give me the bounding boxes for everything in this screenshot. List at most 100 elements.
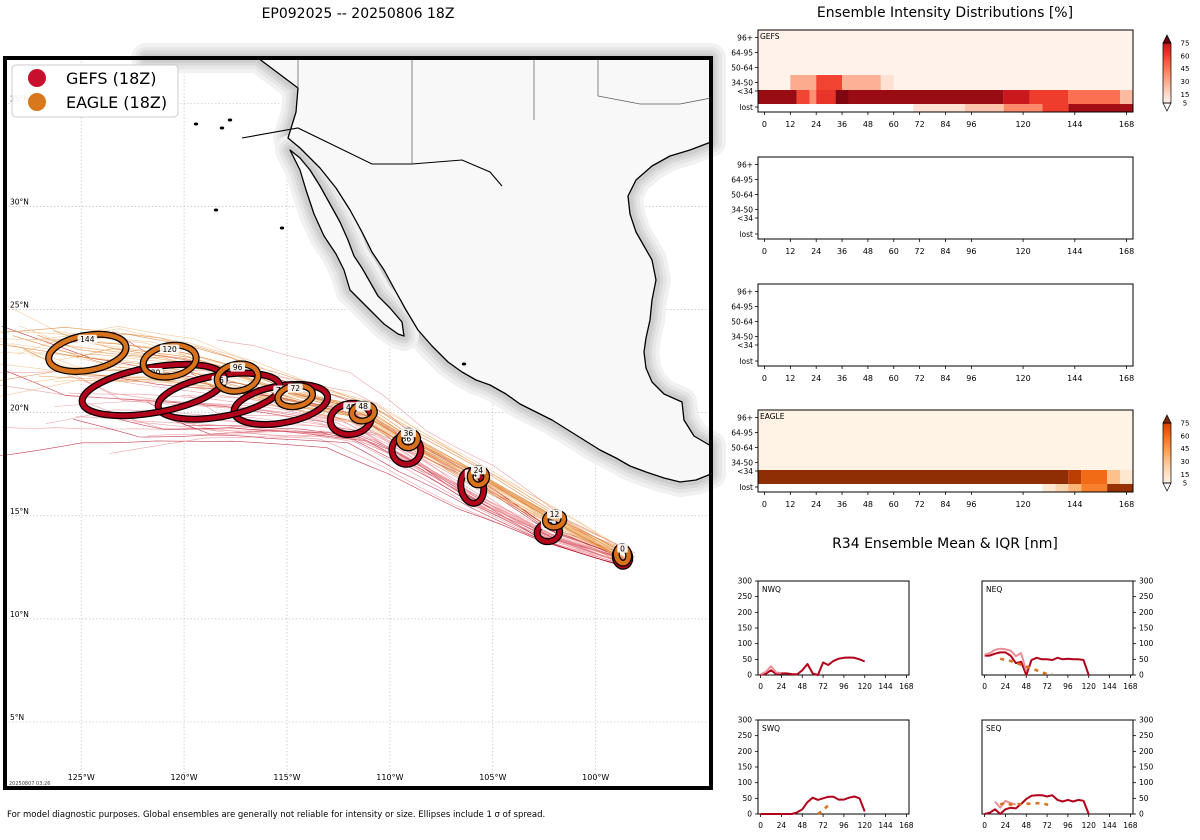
colorbar-segment — [1163, 465, 1171, 469]
colorbar-segment — [1163, 440, 1171, 444]
colorbar-segment — [1163, 48, 1171, 51]
heatmap-cell — [1068, 470, 1082, 484]
r34-quadrant: 0 24 48 72 96 120 144 168 0 50 100 150 200 250 300 NWQ — [738, 577, 914, 692]
r34-xtick-label: 24 — [1001, 682, 1011, 691]
colorbar-tick-label: 30 — [1181, 458, 1190, 466]
baja-california — [289, 149, 405, 337]
colorbar-tick-label: 15 — [1181, 91, 1190, 99]
r34-ytick-label: 300 — [1139, 716, 1154, 725]
r34-panel-title: R34 Ensemble Mean & IQR [nm] — [832, 536, 1058, 552]
r34-ytick-label: 200 — [1139, 747, 1154, 756]
gefs-hour-label: 36 — [402, 434, 412, 443]
heatmap-xtick-label: 84 — [940, 500, 950, 509]
colorbar-tick-label: 5 — [1183, 100, 1187, 108]
colorbar-segment — [1163, 428, 1171, 431]
r34-ytick-label: 50 — [742, 794, 752, 803]
heatmap-xtick-label: 84 — [940, 120, 950, 129]
colorbar-segment — [1163, 55, 1171, 59]
r34-quadrant-label: NEQ — [986, 585, 1002, 594]
island — [227, 118, 233, 122]
heatmap-xtick-label: 48 — [863, 500, 873, 509]
heatmap-xtick-label: 36 — [837, 120, 847, 129]
heatmap-xtick-label: 12 — [785, 374, 795, 383]
colorbar-segment — [1163, 430, 1171, 434]
colorbar-segment — [1163, 78, 1171, 81]
member-track — [30, 354, 620, 558]
heatmap-xtick-label: 144 — [1067, 374, 1082, 383]
heatmap-xtick-label: 60 — [889, 247, 899, 256]
intensity-panel-title: Ensemble Intensity Distributions [%] — [817, 5, 1073, 21]
r34-xtick-label: 0 — [758, 821, 763, 830]
eagle-hour-label-bg — [547, 509, 563, 519]
legend-label: GEFS (18Z) — [66, 69, 156, 88]
colorbar-min-arrow — [1162, 102, 1172, 112]
map-frame — [3, 56, 713, 790]
eagle-hour-label-bg — [159, 344, 180, 354]
r34-quadrant-label: SWQ — [762, 724, 780, 733]
map-land — [131, 43, 726, 497]
heatmap-xtick-label: 0 — [762, 120, 767, 129]
eagle-hour-label: 36 — [404, 429, 414, 438]
r34-xtick-label: 144 — [878, 821, 893, 830]
heatmap-cell — [1107, 484, 1133, 492]
r34-series-line — [760, 665, 782, 676]
r34-series-line — [817, 804, 830, 816]
state-lines — [297, 58, 712, 164]
colorbar-segment — [1163, 425, 1171, 429]
r34-xtick-label: 24 — [1001, 821, 1011, 830]
map-lat-tick-label: 25°N — [10, 301, 29, 310]
r34-ytick-label: 100 — [1139, 639, 1154, 648]
r34-frame — [981, 580, 1134, 676]
colorbar-segment — [1163, 70, 1171, 74]
intensity-panel: 96+ 64-95 50-64 34-50<34 lost 0 12 24 36 48 60 72 84… — [731, 283, 1134, 383]
colorbar-segment — [1163, 460, 1171, 464]
heatmap-xtick-label: 144 — [1067, 120, 1082, 129]
r34-ytick-label: 300 — [1139, 577, 1154, 586]
r34-ytick-label: 100 — [1139, 778, 1154, 787]
colorbar-segment — [1163, 53, 1171, 56]
heatmap-ytick-label: 64-95 — [731, 49, 753, 58]
member-track — [54, 380, 629, 559]
colorbar-segment — [1163, 438, 1171, 441]
colorbar-segment — [1163, 63, 1171, 66]
heatmap-xtick-label: 12 — [785, 500, 795, 509]
heatmap-cell — [1042, 104, 1069, 112]
colorbar-frame — [1162, 422, 1172, 484]
colorbar-segment — [1163, 45, 1171, 49]
colorbar-tick-label: 75 — [1181, 40, 1190, 48]
r34-xtick-label: 168 — [899, 682, 914, 691]
heatmap-xtick-label: 96 — [966, 120, 976, 129]
heatmap-ytick-label: 34-50 — [731, 333, 753, 342]
r34-xtick-label: 120 — [1082, 821, 1097, 830]
map-lat-tick-label: 30°N — [10, 197, 29, 206]
map-lat-tick-label: 5°N — [10, 713, 24, 722]
colorbar-segment — [1163, 445, 1171, 449]
heatmap-ytick-label: <34 — [737, 87, 753, 96]
r34-xtick-label: 24 — [777, 821, 787, 830]
colorbar-segment — [1163, 95, 1171, 99]
heatmap-ytick-label: 34-50 — [731, 206, 753, 215]
colorbar-tick-label: 5 — [1183, 480, 1187, 488]
heatmap-xtick-label: 72 — [915, 500, 925, 509]
colorbar-segment — [1163, 75, 1171, 79]
eagle-hour-label-bg — [400, 428, 416, 438]
heatmap-frame — [757, 283, 1134, 367]
map-lat-tick-label: 15°N — [10, 507, 29, 516]
heatmap-ytick-label: 96+ — [737, 34, 753, 43]
legend-box — [11, 64, 179, 118]
map-lat-tick-label: 20°N — [10, 404, 29, 413]
colorbar-frame — [1162, 42, 1172, 104]
eagle-hour-label: 24 — [474, 466, 484, 475]
spread-ellipses: 01224364872961200122436487296120144 — [45, 330, 634, 570]
track-map: 01224364872961200122436487296120144 125°… — [0, 43, 726, 790]
heatmap-cell — [1120, 470, 1133, 484]
heatmap-ytick-label: lost — [739, 483, 753, 492]
footer-note: For model diagnostic purposes. Global en… — [7, 810, 545, 820]
heatmap-ytick-label: 50-64 — [731, 191, 753, 200]
colorbar-segment — [1163, 73, 1171, 76]
colorbar-segment — [1163, 88, 1171, 91]
colorbar-segment — [1163, 473, 1171, 476]
colorbar-segment — [1163, 468, 1171, 471]
r34-ytick-label: 150 — [1139, 763, 1154, 772]
